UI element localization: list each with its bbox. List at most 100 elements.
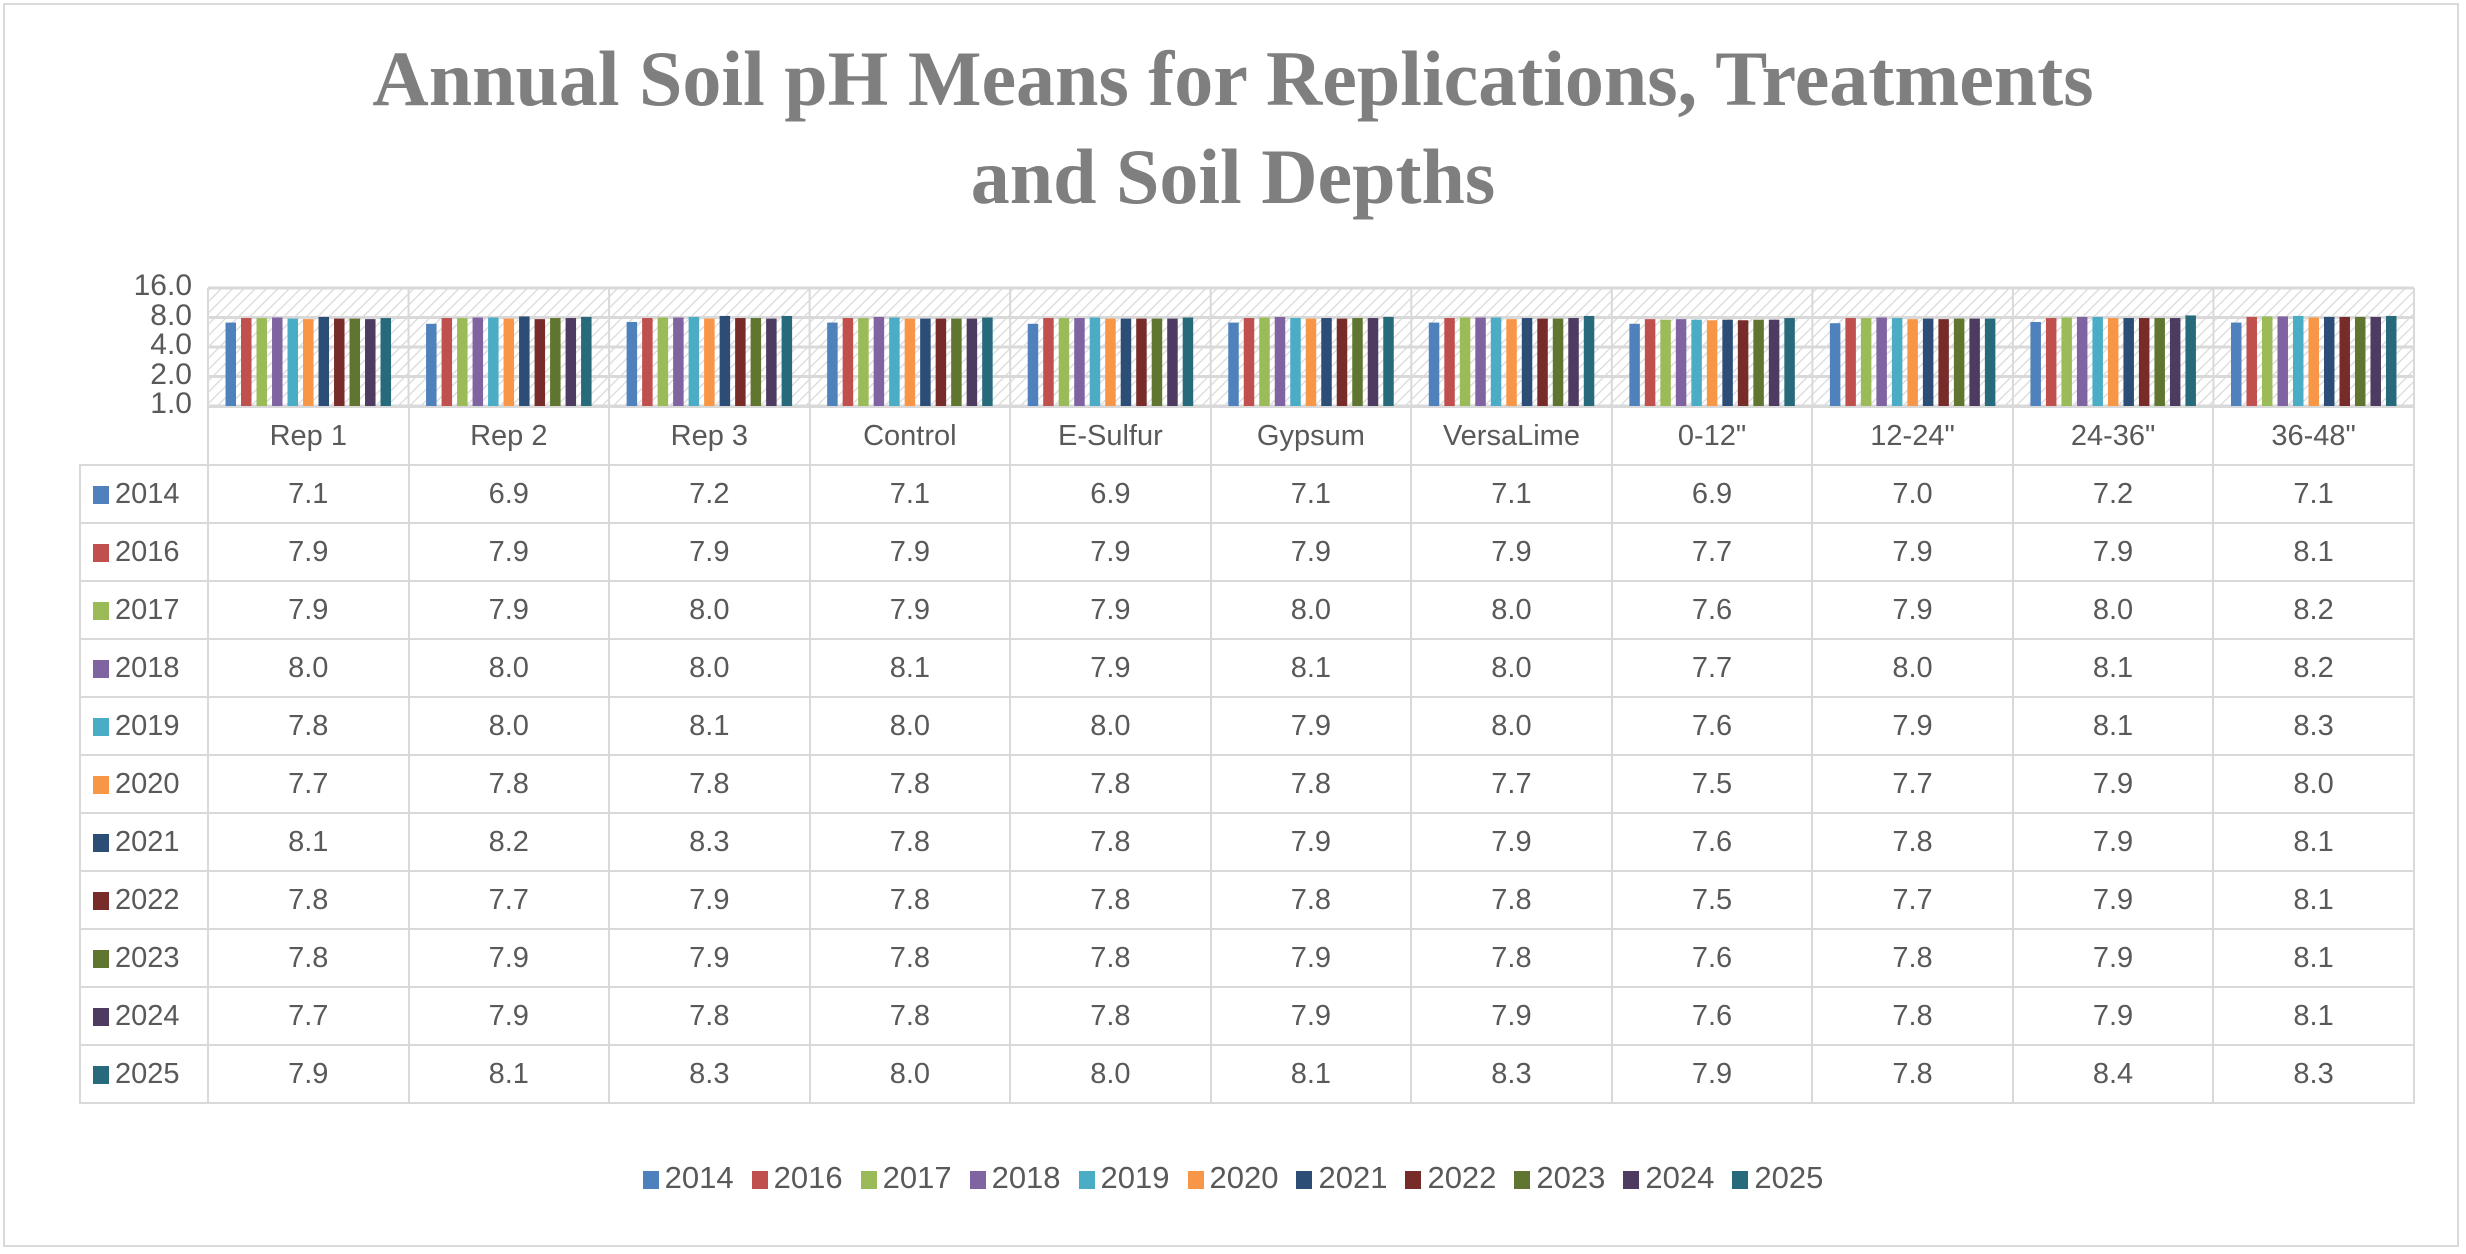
legend-item: 2023 [1514, 1160, 1605, 1196]
category-label: Rep 3 [608, 406, 811, 466]
legend-label: 2016 [773, 1160, 843, 1195]
bar-2024-9 [2169, 318, 2181, 406]
table-cell: 7.9 [207, 1044, 410, 1104]
bar-2020-1 [503, 318, 515, 406]
bar-2024-2 [766, 318, 777, 406]
table-cell: 8.2 [407, 812, 611, 872]
bar-2022-4 [1136, 318, 1147, 406]
table-cell: 7.6 [1610, 696, 1814, 756]
bar-2020-7 [1706, 320, 1718, 406]
series-name: 2022 [115, 883, 180, 916]
bar-2018-2 [673, 317, 684, 406]
bar-2017-10 [2261, 316, 2273, 406]
table-cell: 7.9 [1209, 928, 1413, 988]
legend-swatch-icon [1623, 1171, 1640, 1189]
y-tick-label: 4.0 [150, 328, 192, 361]
bar-2016-3 [842, 318, 854, 406]
bar-2018-1 [472, 317, 484, 406]
table-cell: 7.9 [407, 522, 611, 582]
bar-2022-7 [1737, 320, 1749, 406]
table-cell: 7.8 [1811, 928, 2014, 988]
bar-2018-3 [873, 316, 885, 406]
table-cell: 7.9 [2011, 812, 2215, 872]
table-cell: 7.9 [1811, 580, 2014, 640]
table-cell: 7.8 [608, 986, 811, 1046]
bar-2017-4 [1058, 318, 1070, 406]
table-cell: 8.0 [808, 696, 1012, 756]
legend-item: 2014 [642, 1160, 734, 1196]
table-cell: 7.1 [1410, 464, 1613, 524]
table-cell: 7.9 [1209, 986, 1413, 1046]
series-name: 2018 [115, 651, 180, 684]
category-label: 36-48" [2212, 406, 2415, 466]
table-cell: 8.0 [407, 638, 611, 698]
table-cell: 7.8 [1009, 754, 1212, 814]
table-cell: 7.9 [808, 522, 1012, 582]
bar-2019-1 [488, 317, 499, 406]
bar-2024-4 [1167, 318, 1178, 406]
bar-2025-5 [1383, 316, 1394, 406]
bar-2022-0 [334, 318, 345, 406]
table-cell: 8.1 [808, 638, 1012, 698]
table-cell: 8.3 [1410, 1044, 1613, 1104]
bar-2022-8 [1938, 319, 1949, 406]
table-row: 2025 7.9 8.1 8.3 8.0 8.0 8.1 8.3 7.9 7.8 8.4 8.3 [79, 1044, 2415, 1104]
table-cell: 7.8 [407, 754, 611, 814]
chart-title: Annual Soil pH Means for Replications, T… [0, 30, 2466, 226]
bar-2016-5 [1243, 318, 1255, 406]
legend-item: 2020 [1187, 1160, 1278, 1196]
legend-label: 2022 [1427, 1160, 1497, 1195]
table-cell: 8.1 [2212, 522, 2415, 582]
table-cell: 7.8 [1811, 1044, 2014, 1104]
table-cell: 8.1 [2011, 696, 2215, 756]
table-cell: 8.3 [2212, 696, 2415, 756]
bar-2018-8 [1876, 317, 1887, 406]
bar-2020-0 [303, 319, 314, 406]
series-row-header: 2024 [79, 986, 209, 1046]
legend-key-icon [93, 1065, 109, 1084]
table-row: 2021 8.1 8.2 8.3 7.8 7.8 7.9 7.9 7.6 7.8 7.9 8.1 [79, 812, 2415, 872]
table-cell: 8.0 [1410, 580, 1613, 640]
table-cell: 8.1 [2212, 870, 2415, 930]
bar-2017-7 [1660, 319, 1671, 406]
legend-swatch-icon [1514, 1171, 1531, 1189]
bar-2014-4 [1027, 323, 1039, 406]
bar-2021-3 [920, 318, 931, 406]
table-cell: 7.1 [2212, 464, 2415, 524]
bar-2020-6 [1506, 319, 1517, 406]
table-cell: 7.9 [1009, 522, 1212, 582]
legend-key-icon [93, 659, 109, 678]
table-cell: 8.0 [1209, 580, 1413, 640]
bar-2021-8 [1922, 318, 1934, 406]
legend-key-icon [93, 775, 109, 794]
bar-2022-9 [2138, 318, 2150, 406]
category-label: Rep 2 [407, 406, 611, 466]
table-cell: 7.8 [1209, 754, 1413, 814]
legend-key-icon [93, 485, 109, 504]
legend-swatch-icon [1187, 1171, 1204, 1189]
table-cell: 7.9 [608, 870, 811, 930]
legend-label: 2017 [882, 1160, 952, 1195]
bar-2018-4 [1074, 318, 1085, 406]
table-cell: 7.8 [1410, 928, 1613, 988]
table-cell: 7.8 [808, 754, 1012, 814]
series-row-header: 2025 [79, 1044, 209, 1104]
legend-item: 2025 [1732, 1160, 1823, 1196]
bar-2022-3 [935, 318, 947, 406]
series-name: 2021 [115, 825, 180, 858]
bar-2023-9 [2154, 318, 2165, 406]
table-cell: 7.9 [808, 580, 1012, 640]
table-cell: 7.9 [1410, 812, 1613, 872]
bar-2022-10 [2339, 316, 2350, 406]
table-cell: 7.9 [1009, 638, 1212, 698]
bar-2014-5 [1228, 322, 1239, 406]
legend-key-icon [93, 601, 109, 620]
table-cell: 7.9 [2011, 870, 2215, 930]
table-cell: 7.7 [407, 870, 611, 930]
chart-title-line-1: Annual Soil pH Means for Replications, T… [372, 35, 2094, 122]
table-cell: 7.9 [1410, 522, 1613, 582]
legend-label: 2021 [1318, 1160, 1388, 1195]
bar-2016-1 [441, 318, 453, 406]
bar-2020-10 [2308, 317, 2319, 406]
